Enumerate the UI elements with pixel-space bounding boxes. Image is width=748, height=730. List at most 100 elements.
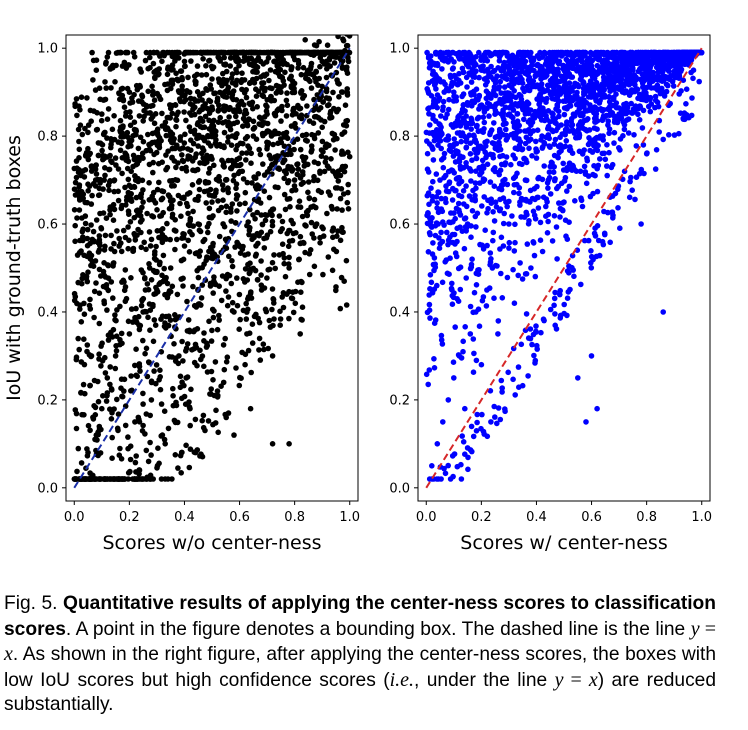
scatter-cloud-point xyxy=(342,0,348,4)
scatter-cloud-point xyxy=(449,280,455,287)
scatter-cloud-point xyxy=(527,117,533,123)
scatter-cloud-point xyxy=(606,126,613,132)
scatter-cloud-point xyxy=(280,61,286,67)
scatter-cloud-point xyxy=(619,89,626,95)
scatter-cloud-point xyxy=(157,259,163,266)
scatter-cloud-point xyxy=(315,49,321,56)
scatter-cloud-point xyxy=(119,393,125,400)
scatter-cloud-point xyxy=(119,129,125,136)
scatter-cloud-point xyxy=(110,295,116,301)
scatter-cloud-point xyxy=(196,265,203,272)
scatter-cloud-point xyxy=(93,217,100,223)
scatter-cloud-point xyxy=(223,209,229,216)
scatter-cloud-point xyxy=(652,97,659,104)
scatter-cloud-point xyxy=(108,246,114,252)
scatter-cloud-point xyxy=(615,186,621,193)
scatter-cloud-point xyxy=(511,182,518,188)
scatter-cloud-point xyxy=(263,235,270,241)
scatter-cloud-point xyxy=(199,453,206,460)
scatter-cloud-point xyxy=(346,10,352,16)
scatter-cloud-point xyxy=(259,84,265,91)
scatter-cloud-point xyxy=(454,117,461,124)
scatter-cloud-point xyxy=(258,49,264,56)
scatter-point xyxy=(286,265,292,271)
scatter-cloud-point xyxy=(458,476,465,482)
scatter-cloud-point xyxy=(214,326,221,333)
scatter-cloud-point xyxy=(613,65,620,72)
scatter-cloud-point xyxy=(470,336,477,342)
scatter-cloud-point xyxy=(295,65,301,71)
scatter-cloud-point xyxy=(216,102,222,108)
scatter-cloud-point xyxy=(600,137,606,143)
scatter-cloud-point xyxy=(469,256,475,263)
scatter-cloud-point xyxy=(254,104,260,110)
scatter-cloud-point xyxy=(480,63,486,69)
scatter-cloud-point xyxy=(144,281,151,287)
scatter-cloud-point xyxy=(318,189,325,196)
scatter-cloud-point xyxy=(84,95,90,101)
scatter-cloud-point xyxy=(139,150,146,157)
scatter-cloud-point xyxy=(226,272,233,279)
scatter-cloud-point xyxy=(132,459,139,466)
scatter-cloud-point xyxy=(102,370,109,376)
scatter-cloud-point xyxy=(174,177,181,184)
x-tick-label: 0.6 xyxy=(229,510,250,525)
scatter-cloud-point xyxy=(200,238,206,245)
scatter-cloud-point xyxy=(82,125,88,132)
scatter-cloud-point xyxy=(578,197,585,204)
scatter-cloud-point xyxy=(329,49,335,56)
scatter-cloud-point xyxy=(244,277,251,283)
scatter-point xyxy=(132,419,138,425)
scatter-cloud-point xyxy=(137,134,144,141)
scatter-cloud-point xyxy=(122,298,129,305)
scatter-cloud-point xyxy=(71,290,78,297)
scatter-cloud-point xyxy=(166,288,173,294)
scatter-cloud-point xyxy=(541,117,548,124)
scatter-cloud-point xyxy=(103,398,110,404)
scatter-cloud-point xyxy=(170,197,176,204)
scatter-cloud-point xyxy=(122,267,129,273)
scatter-cloud-point xyxy=(498,270,504,277)
scatter-cloud-point xyxy=(109,126,116,133)
scatter-cloud-point xyxy=(271,252,277,258)
scatter-cloud-point xyxy=(244,331,250,337)
scatter-cloud-point xyxy=(225,139,231,145)
scatter-cloud-point xyxy=(301,156,307,162)
scatter-cloud-point xyxy=(113,343,119,349)
scatter-cloud-point xyxy=(553,326,560,332)
scatter-cloud-point xyxy=(161,408,168,415)
scatter-cloud-point xyxy=(208,143,214,149)
scatter-cloud-point xyxy=(491,403,498,410)
scatter-cloud-point xyxy=(150,102,156,109)
scatter-cloud-point xyxy=(477,128,484,134)
scatter-cloud-point xyxy=(248,289,254,295)
scatter-cloud-point xyxy=(660,136,666,143)
scatter-cloud-point xyxy=(587,102,593,108)
scatter-cloud-point xyxy=(690,75,696,82)
scatter-cloud-point xyxy=(549,95,556,102)
scatter-cloud-point xyxy=(128,306,135,312)
scatter-cloud-point xyxy=(179,379,185,386)
scatter-cloud-point xyxy=(476,74,482,81)
scatter-cloud-point xyxy=(321,168,328,175)
scatter-cloud-point xyxy=(246,145,253,152)
scatter-cloud-point xyxy=(132,314,138,321)
scatter-cloud-point xyxy=(78,460,85,466)
scatter-cloud-point xyxy=(183,96,189,103)
scatter-cloud-point xyxy=(203,71,210,78)
scatter-cloud-point xyxy=(163,236,169,242)
scatter-cloud-point xyxy=(596,90,603,97)
scatter-cloud-point xyxy=(110,62,116,69)
scatter-cloud-point xyxy=(127,109,133,115)
scatter-cloud-point xyxy=(426,301,433,308)
scatter-cloud-point xyxy=(97,210,103,217)
scatter-cloud-point xyxy=(438,195,445,202)
scatter-cloud-point xyxy=(140,401,146,407)
scatter-cloud-point xyxy=(256,114,263,121)
scatter-cloud-point xyxy=(302,222,308,228)
scatter-cloud-point xyxy=(246,231,252,238)
scatter-cloud-point xyxy=(587,193,594,200)
scatter-cloud-point xyxy=(73,174,80,181)
scatter-cloud-point xyxy=(207,186,214,193)
scatter-cloud-point xyxy=(84,348,90,355)
